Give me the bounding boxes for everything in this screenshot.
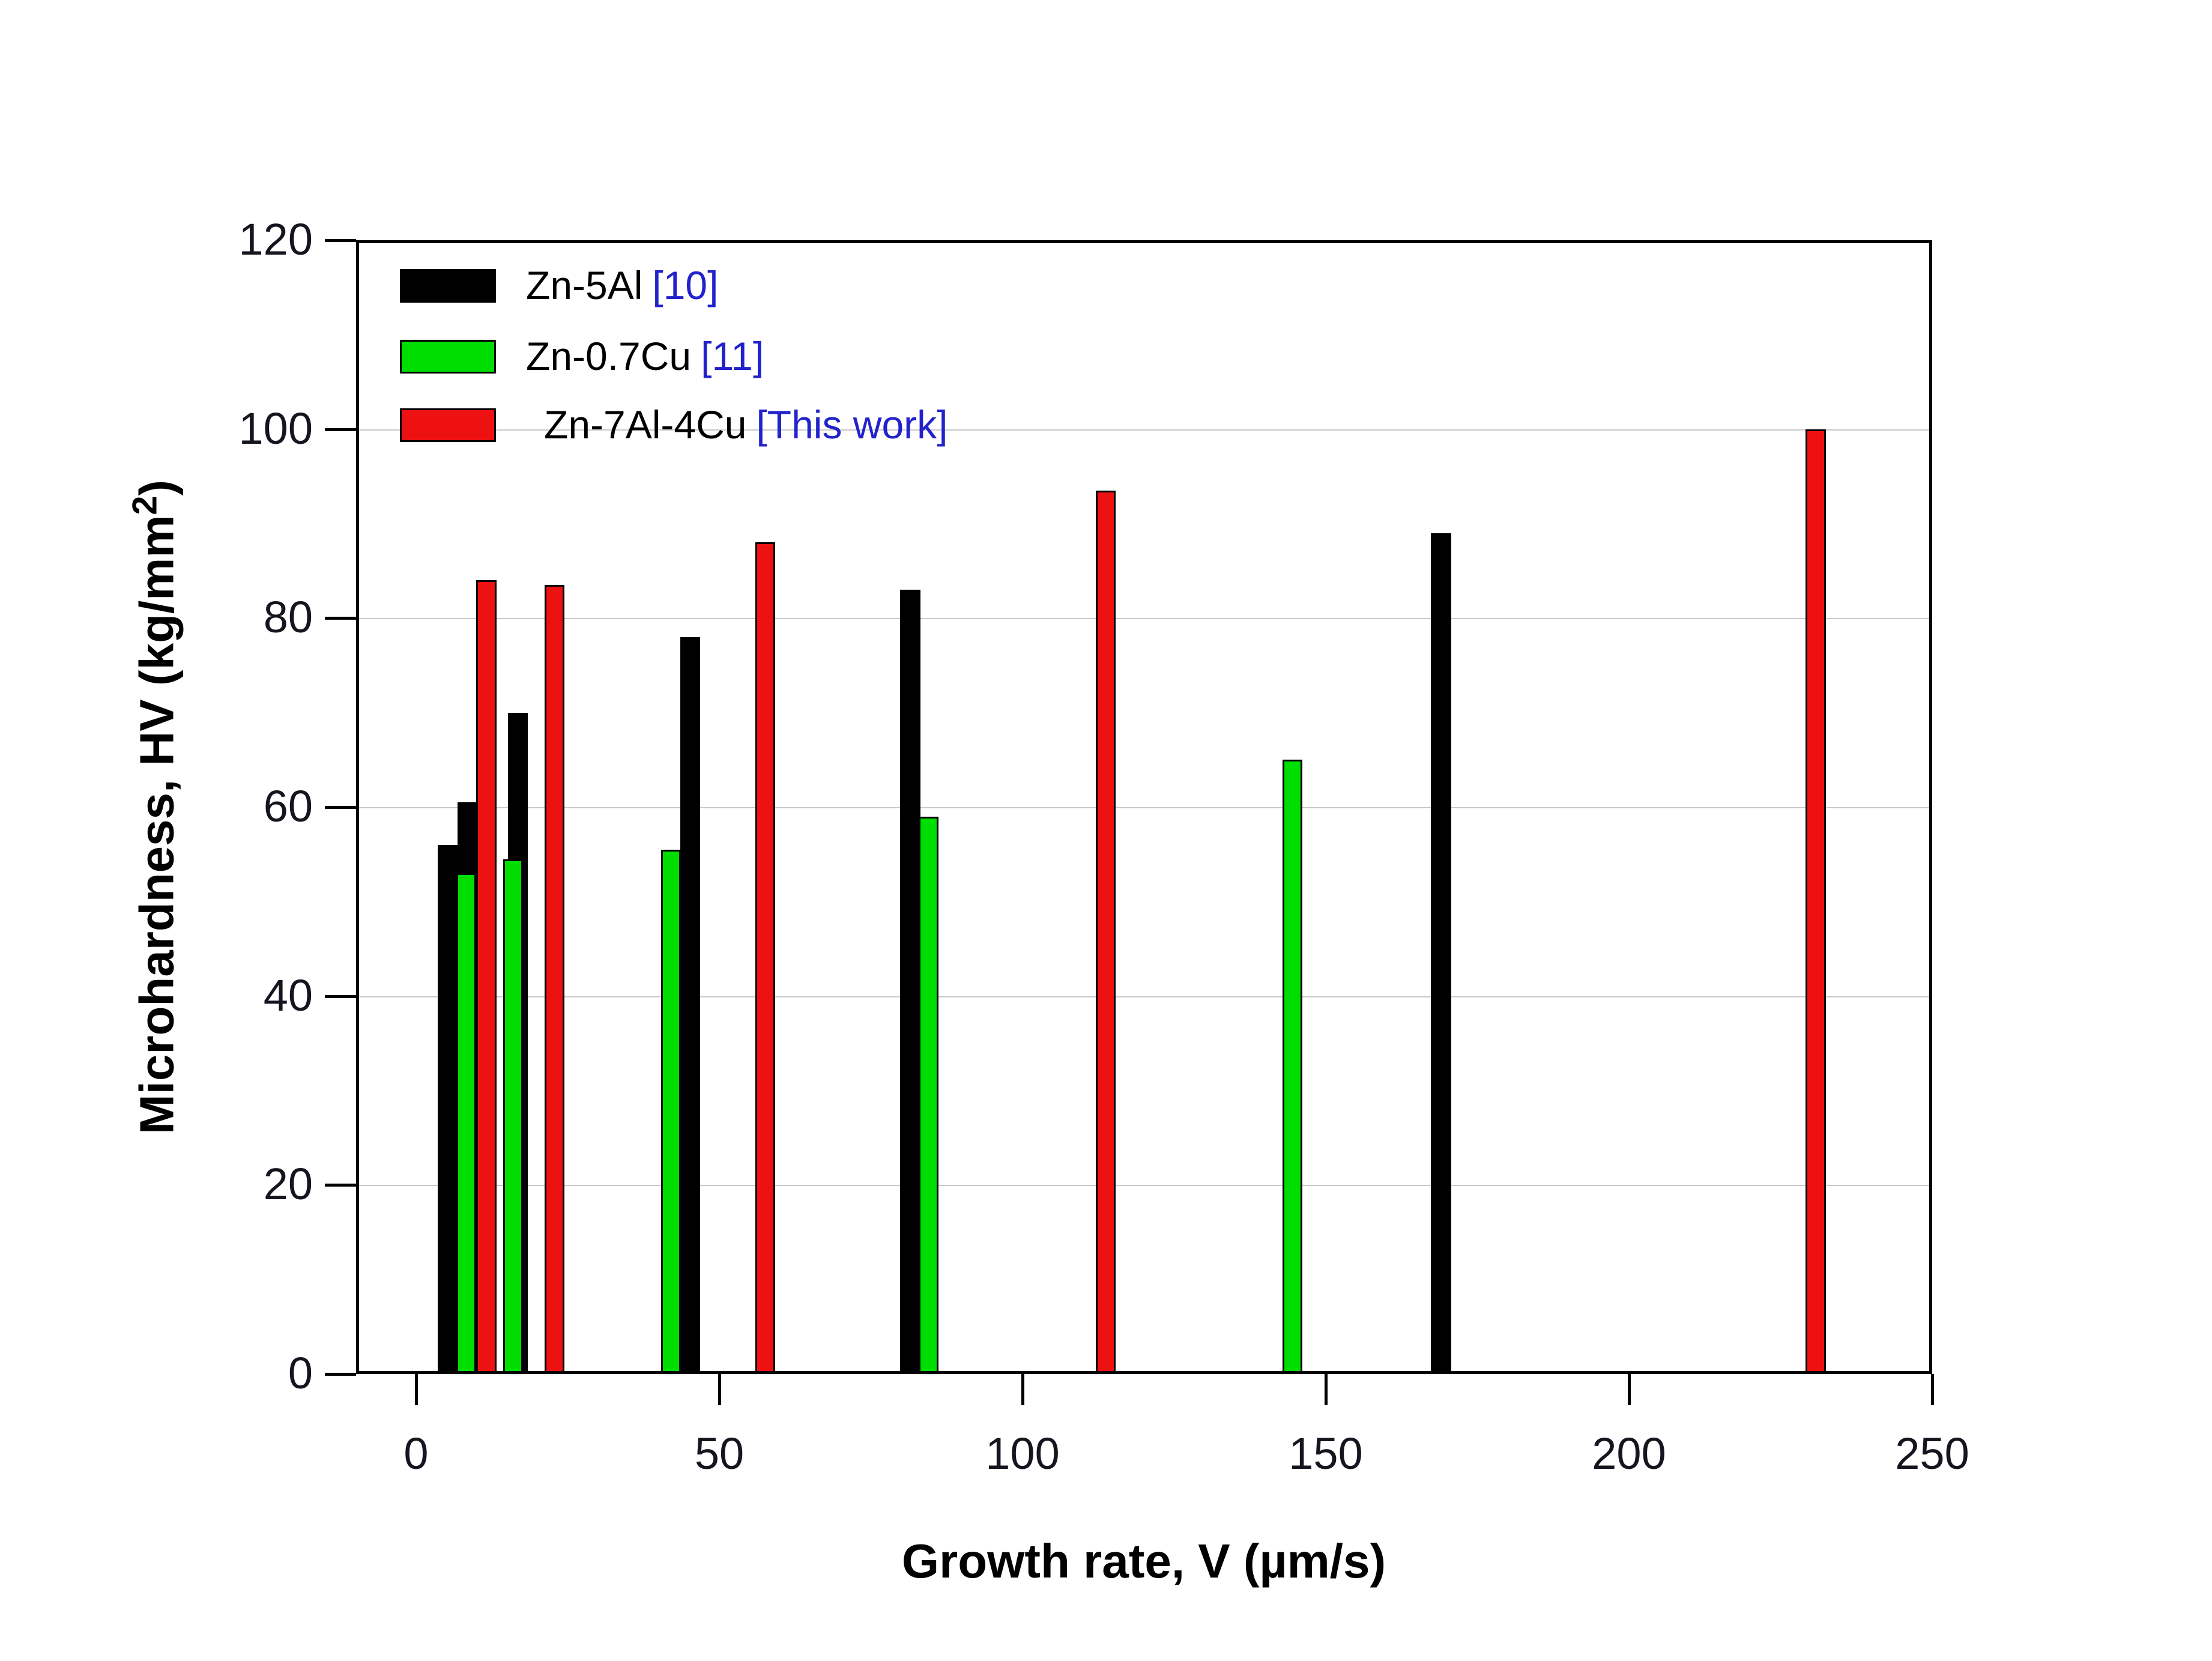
x-tick-150 [1325,1374,1328,1405]
y-tick-label-40: 40 [263,970,313,1020]
y-tick-label-20: 20 [263,1159,313,1209]
x-tick-200 [1628,1374,1631,1405]
legend-series-name: Zn-0.7Cu [526,334,692,378]
x-tick-100 [1021,1374,1024,1405]
gridline-y-40 [356,996,1932,997]
bar-Zn-0.7Cu-x144.5 [1282,760,1303,1374]
y-tick-100 [325,428,356,431]
legend-label: Zn-0.7Cu [11] [526,336,764,376]
y-axis-title-close: ) [130,479,184,496]
bar-Zn-7Al-4Cu-x57.6 [755,542,776,1374]
y-tick-label-60: 60 [263,781,313,831]
x-axis-title: Growth rate, V (µm/s) [901,1534,1386,1588]
x-tick-label-200: 200 [1592,1429,1666,1478]
y-tick-40 [325,994,356,998]
y-tick-20 [325,1184,356,1187]
bar-Zn-5Al-x5.2 [437,844,458,1374]
bar-Zn-5Al-x169 [1431,533,1451,1374]
x-tick-label-0: 0 [403,1429,429,1478]
x-tick-label-250: 250 [1895,1429,1969,1478]
gridline-y-100 [356,429,1932,431]
y-tick-label-120: 120 [238,214,313,264]
gridline-y-80 [356,618,1932,620]
bar-Zn-5Al-x45.2 [680,637,701,1374]
legend-label: Zn-7Al-4Cu [This work] [526,405,948,444]
x-tick-250 [1931,1374,1934,1405]
legend-series-ref: [10] [652,263,719,307]
legend-label: Zn-5Al [10] [526,265,718,305]
gridline-y-60 [356,807,1932,808]
bar-Zn-7Al-4Cu-x22.8 [544,585,564,1374]
x-tick-label-50: 50 [694,1429,745,1478]
y-tick-60 [325,806,356,809]
legend-series-name: Zn-5Al [526,263,643,307]
legend-series-name: Zn-7Al-4Cu [544,402,747,447]
legend-series-ref: [11] [701,334,764,378]
legend-series-ref: [This work] [756,402,948,447]
bar-Zn-7Al-4Cu-x11.6 [476,580,497,1374]
y-tick-label-100: 100 [238,403,313,453]
y-tick-label-80: 80 [263,592,313,643]
bar-Zn-5Al-x81.5 [900,590,920,1374]
bar-Zn-7Al-4Cu-x230.8 [1806,429,1826,1374]
gridline-y-20 [356,1185,1932,1187]
x-tick-label-100: 100 [985,1429,1060,1478]
y-tick-label-0: 0 [288,1348,313,1398]
legend-swatch-green [400,340,496,374]
bar-Zn-7Al-4Cu-x113.7 [1095,490,1116,1374]
x-tick-0 [415,1374,418,1405]
bar-Zn-0.7Cu-x16 [503,859,524,1374]
y-tick-120 [325,239,356,242]
bar-Zn-0.7Cu-x84.5 [918,816,939,1374]
x-tick-50 [718,1374,721,1405]
x-tick-label-150: 150 [1289,1429,1363,1478]
legend-swatch-black [400,269,496,303]
y-tick-80 [325,617,356,620]
bar-Zn-0.7Cu-x8.3 [456,873,477,1374]
legend-swatch-red [400,408,496,442]
y-axis-title-superscript: 2 [125,495,165,515]
bar-Zn-0.7Cu-x42 [660,849,681,1374]
y-tick-0 [325,1373,356,1376]
plot-area [356,240,1932,1374]
